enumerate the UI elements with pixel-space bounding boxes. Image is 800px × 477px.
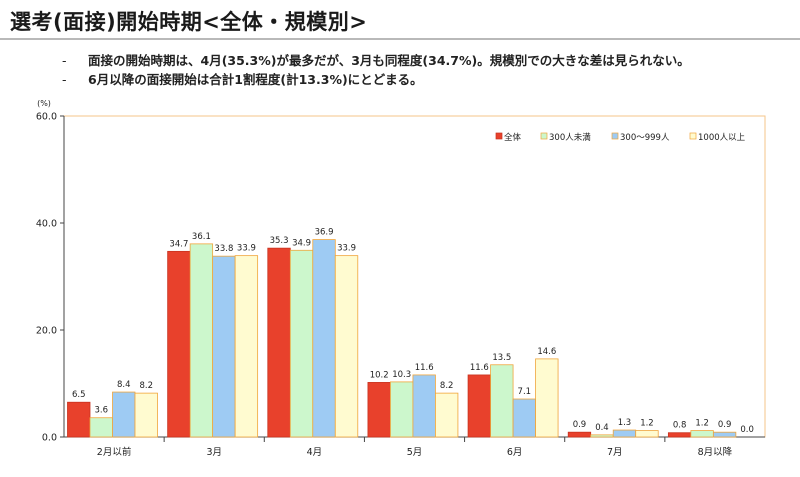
bar [212,255,236,438]
bar [667,432,692,438]
legend-label: 300〜999人 [620,133,670,143]
data-label: 11.6 [470,363,489,373]
x-tick-label: 5月 [407,447,423,458]
data-label: 34.9 [292,238,311,248]
data-label: 33.9 [337,244,356,254]
data-label: 0.9 [718,420,732,430]
bar [390,381,414,438]
data-label: 35.3 [270,236,289,246]
page-title: 選考(面接)開始時期<全体・規模別> [10,10,368,34]
bar [490,364,514,438]
bar [635,430,659,438]
x-tick-label: 2月以前 [97,446,132,458]
bar [312,239,336,438]
data-label: 10.2 [370,370,389,380]
data-label: 0.8 [673,421,687,431]
data-label: 0.4 [595,423,609,433]
data-label: 33.9 [237,244,256,254]
bar [67,401,91,438]
bar [467,374,491,438]
bar [267,247,291,438]
y-tick-label: 60.0 [36,112,57,123]
bar [612,429,637,438]
y-tick-label: 20.0 [36,326,57,337]
data-label: 6.5 [72,390,86,400]
x-tick-label: 4月 [307,447,323,458]
note-item-2: 6月以降の面接開始は合計1割程度(計13.3%)にとどまる。 [62,70,690,89]
data-label: 14.6 [537,347,556,357]
bar [167,250,191,438]
x-tick-label: 3月 [206,447,222,458]
data-label: 3.6 [94,406,108,416]
bar [112,391,136,438]
bar [334,255,359,438]
data-label: 1.2 [640,419,654,429]
y-axis-unit: (%) [37,99,51,108]
bar [512,398,536,438]
bar [690,430,714,438]
x-tick-label: 8月以降 [698,446,733,458]
data-label: 10.3 [392,370,411,380]
bar [535,358,559,438]
legend-label: 1000人以上 [698,133,746,143]
data-label: 34.7 [169,239,188,249]
legend-label: 全体 [504,132,522,143]
bar [134,392,158,438]
bar [412,374,436,438]
x-tick-label: 6月 [507,447,523,458]
title-divider [0,38,800,40]
legend-swatch [689,132,697,140]
bar [367,382,391,438]
data-label: 1.2 [695,419,709,429]
data-label: 36.9 [315,228,334,238]
bar [289,249,314,438]
legend: 全体 300人未満 300〜999人 1000人以上 [495,132,746,143]
data-label: 8.4 [117,380,131,390]
data-label: 0.9 [573,420,587,430]
data-label: 13.5 [492,353,511,363]
bar [590,434,614,438]
bar [89,417,113,438]
data-label: 33.8 [214,244,233,254]
y-tick-label: 40.0 [36,219,57,230]
data-label: 11.6 [415,363,434,373]
bar [234,255,259,438]
legend-swatch [540,132,548,140]
bar-layer [67,239,737,438]
legend-label: 300人未満 [549,132,591,143]
note-item-1: 面接の開始時期は、4月(35.3%)が最多だが、3月も同程度(34.7%)。規模… [62,51,690,70]
x-tick-label: 7月 [607,447,623,458]
data-label-layer: 6.5 3.6 8.4 8.2 34.7 36.133.8 33.9 35.3 34.9 36.9… [72,228,754,435]
bar [567,431,592,438]
notes-list: 面接の開始時期は、4月(35.3%)が最多だが、3月も同程度(34.7%)。規模… [62,51,690,89]
data-label: 0.0 [740,425,754,435]
bar [435,392,459,438]
data-label: 8.2 [440,381,454,391]
bar [189,243,214,438]
data-label: 8.2 [139,381,153,391]
bar [712,431,737,438]
data-label: 1.3 [618,418,632,428]
data-label: 36.1 [192,232,211,242]
y-tick-label: 0.0 [42,433,57,444]
legend-swatch [611,132,619,140]
data-label: 7.1 [518,387,532,397]
legend-swatch [495,132,503,140]
